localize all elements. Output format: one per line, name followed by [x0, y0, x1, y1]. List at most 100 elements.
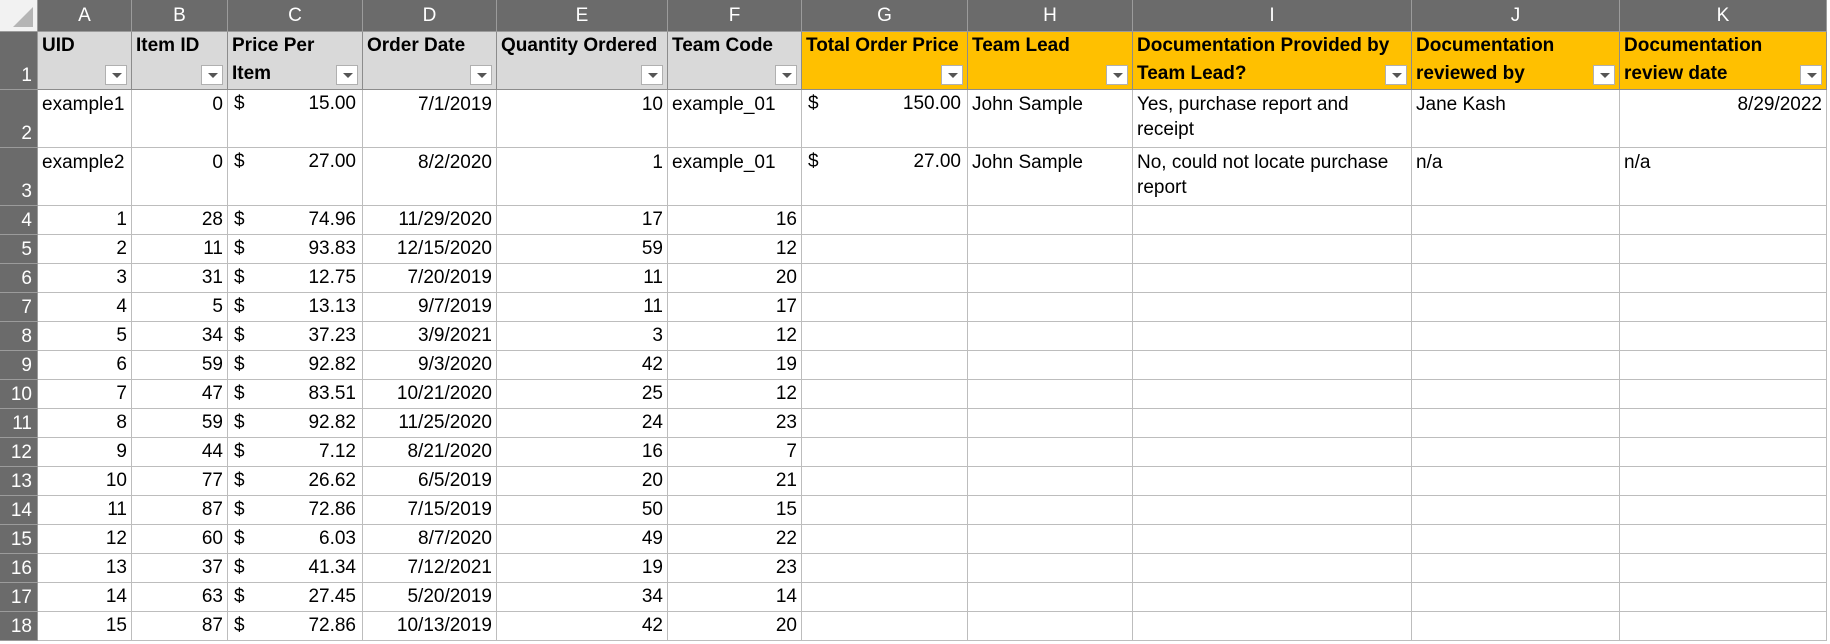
cell-c16[interactable]: $41.34 — [228, 554, 363, 583]
cell-f10[interactable]: 12 — [668, 380, 802, 409]
cell-g15[interactable] — [802, 525, 968, 554]
cell-f11[interactable]: 23 — [668, 409, 802, 438]
cell-k12[interactable] — [1620, 438, 1827, 467]
cell-b6[interactable]: 31 — [132, 264, 228, 293]
cell-k4[interactable] — [1620, 206, 1827, 235]
cell-e8[interactable]: 3 — [497, 322, 668, 351]
cell-j8[interactable] — [1412, 322, 1620, 351]
cell-e9[interactable]: 42 — [497, 351, 668, 380]
cell-a16[interactable]: 13 — [38, 554, 132, 583]
cell-h2[interactable]: John Sample — [968, 90, 1133, 148]
cell-b9[interactable]: 59 — [132, 351, 228, 380]
column-header-a[interactable]: A — [38, 0, 132, 32]
cell-e4[interactable]: 17 — [497, 206, 668, 235]
cell-d9[interactable]: 9/3/2020 — [363, 351, 497, 380]
cell-c12[interactable]: $7.12 — [228, 438, 363, 467]
cell-d7[interactable]: 9/7/2019 — [363, 293, 497, 322]
cell-h15[interactable] — [968, 525, 1133, 554]
filter-dropdown-icon[interactable] — [201, 65, 223, 85]
cell-k17[interactable] — [1620, 583, 1827, 612]
cell-f3[interactable]: example_01 — [668, 148, 802, 206]
cell-b8[interactable]: 34 — [132, 322, 228, 351]
cell-a9[interactable]: 6 — [38, 351, 132, 380]
column-header-h[interactable]: H — [968, 0, 1133, 32]
cell-j4[interactable] — [1412, 206, 1620, 235]
column-header-b[interactable]: B — [132, 0, 228, 32]
cell-g18[interactable] — [802, 612, 968, 641]
cell-i12[interactable] — [1133, 438, 1412, 467]
cell-h12[interactable] — [968, 438, 1133, 467]
cell-h16[interactable] — [968, 554, 1133, 583]
cell-f17[interactable]: 14 — [668, 583, 802, 612]
cell-e14[interactable]: 50 — [497, 496, 668, 525]
cell-g11[interactable] — [802, 409, 968, 438]
filter-dropdown-icon[interactable] — [336, 65, 358, 85]
cell-d14[interactable]: 7/15/2019 — [363, 496, 497, 525]
cell-e10[interactable]: 25 — [497, 380, 668, 409]
cell-i18[interactable] — [1133, 612, 1412, 641]
header-cell-b[interactable]: Item ID — [132, 32, 228, 90]
cell-i4[interactable] — [1133, 206, 1412, 235]
cell-g17[interactable] — [802, 583, 968, 612]
cell-j10[interactable] — [1412, 380, 1620, 409]
cell-k7[interactable] — [1620, 293, 1827, 322]
cell-j3[interactable]: n/a — [1412, 148, 1620, 206]
cell-b4[interactable]: 28 — [132, 206, 228, 235]
cell-h4[interactable] — [968, 206, 1133, 235]
row-header-1[interactable]: 1 — [0, 32, 38, 90]
cell-f8[interactable]: 12 — [668, 322, 802, 351]
cell-i11[interactable] — [1133, 409, 1412, 438]
cell-d13[interactable]: 6/5/2019 — [363, 467, 497, 496]
cell-k8[interactable] — [1620, 322, 1827, 351]
cell-b5[interactable]: 11 — [132, 235, 228, 264]
column-header-k[interactable]: K — [1620, 0, 1827, 32]
cell-e2[interactable]: 10 — [497, 90, 668, 148]
cell-i2[interactable]: Yes, purchase report and receipt — [1133, 90, 1412, 148]
cell-g8[interactable] — [802, 322, 968, 351]
cell-e6[interactable]: 11 — [497, 264, 668, 293]
cell-i9[interactable] — [1133, 351, 1412, 380]
cell-a12[interactable]: 9 — [38, 438, 132, 467]
cell-h14[interactable] — [968, 496, 1133, 525]
header-cell-k[interactable]: Documentation review date — [1620, 32, 1827, 90]
cell-c10[interactable]: $83.51 — [228, 380, 363, 409]
column-header-g[interactable]: G — [802, 0, 968, 32]
row-header-14[interactable]: 14 — [0, 496, 38, 525]
cell-i6[interactable] — [1133, 264, 1412, 293]
cell-d6[interactable]: 7/20/2019 — [363, 264, 497, 293]
cell-g4[interactable] — [802, 206, 968, 235]
cell-i17[interactable] — [1133, 583, 1412, 612]
cell-j7[interactable] — [1412, 293, 1620, 322]
cell-h10[interactable] — [968, 380, 1133, 409]
cell-i3[interactable]: No, could not locate purchase report — [1133, 148, 1412, 206]
cell-f2[interactable]: example_01 — [668, 90, 802, 148]
cell-c14[interactable]: $72.86 — [228, 496, 363, 525]
filter-dropdown-icon[interactable] — [470, 65, 492, 85]
cell-i13[interactable] — [1133, 467, 1412, 496]
cell-i7[interactable] — [1133, 293, 1412, 322]
cell-c9[interactable]: $92.82 — [228, 351, 363, 380]
cell-d11[interactable]: 11/25/2020 — [363, 409, 497, 438]
row-header-10[interactable]: 10 — [0, 380, 38, 409]
cell-e11[interactable]: 24 — [497, 409, 668, 438]
cell-c3[interactable]: $27.00 — [228, 148, 363, 206]
cell-c11[interactable]: $92.82 — [228, 409, 363, 438]
filter-dropdown-icon[interactable] — [1593, 65, 1615, 85]
row-header-7[interactable]: 7 — [0, 293, 38, 322]
cell-h8[interactable] — [968, 322, 1133, 351]
cell-g7[interactable] — [802, 293, 968, 322]
cell-k13[interactable] — [1620, 467, 1827, 496]
cell-k18[interactable] — [1620, 612, 1827, 641]
column-header-i[interactable]: I — [1133, 0, 1412, 32]
cell-j2[interactable]: Jane Kash — [1412, 90, 1620, 148]
cell-j9[interactable] — [1412, 351, 1620, 380]
row-header-13[interactable]: 13 — [0, 467, 38, 496]
column-header-f[interactable]: F — [668, 0, 802, 32]
cell-e3[interactable]: 1 — [497, 148, 668, 206]
cell-a7[interactable]: 4 — [38, 293, 132, 322]
cell-e5[interactable]: 59 — [497, 235, 668, 264]
header-cell-h[interactable]: Team Lead — [968, 32, 1133, 90]
cell-k11[interactable] — [1620, 409, 1827, 438]
column-header-c[interactable]: C — [228, 0, 363, 32]
cell-b17[interactable]: 63 — [132, 583, 228, 612]
